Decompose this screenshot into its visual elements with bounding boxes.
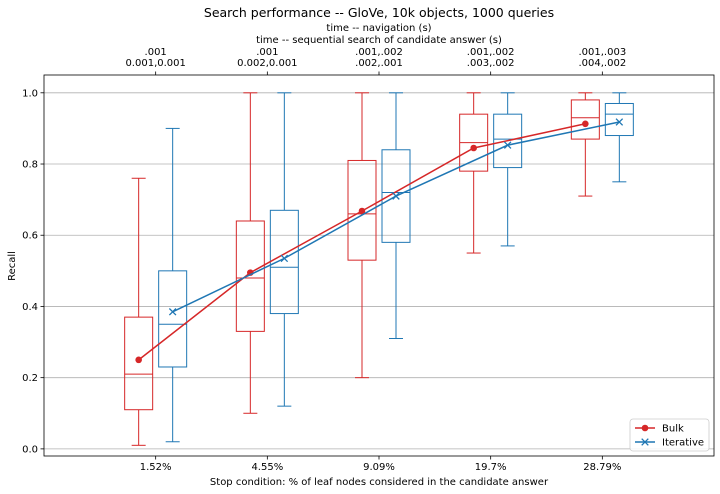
plot-frame — [43, 74, 715, 457]
box-iterative-3 — [381, 92, 411, 339]
box-iqr — [493, 113, 523, 169]
top-tick-label: .002,.001 — [355, 58, 403, 69]
box-iqr — [347, 159, 377, 261]
gridlines — [44, 92, 714, 450]
top-tick-label: .004,.002 — [578, 58, 626, 69]
box-bulk-5 — [570, 92, 600, 197]
mean-point-iterative — [280, 254, 289, 263]
top-tick-label: .001,.002 — [355, 47, 403, 58]
legend-box — [629, 418, 710, 452]
box-iterative-2 — [269, 92, 299, 407]
legend-marker-iterative — [641, 438, 649, 446]
mean-point-iterative — [615, 118, 624, 126]
box-iqr — [235, 220, 265, 332]
y-axis-label: Recall — [7, 251, 18, 281]
x-axis: 1.52% 4.55% 9.09% 19.7% 28.79% — [140, 456, 621, 473]
box-iterative-1 — [158, 127, 188, 443]
top-tick-label: .001 — [256, 47, 278, 58]
box-iqr — [570, 99, 600, 140]
box-iterative-4 — [493, 92, 523, 247]
top-tick-label: 0.002,0.001 — [237, 58, 297, 69]
mean-point-iterative — [168, 308, 177, 316]
mean-point-iterative — [392, 192, 400, 200]
box-bulk-1 — [124, 177, 154, 446]
top-axis: .0010.001,0.001.0010.002,0.001.001,.002.… — [125, 47, 626, 75]
x-axis-label: Stop condition: % of leaf nodes consider… — [210, 477, 549, 488]
top-tick-label: .001,.003 — [578, 47, 626, 58]
x-tick-label: 9.09% — [363, 462, 395, 473]
x-tick-label: 1.52% — [140, 462, 172, 473]
top-axis-label-sequential: time -- sequential search of candidate a… — [256, 35, 502, 46]
chart-title: Search performance -- GloVe, 10k objects… — [204, 5, 554, 20]
y-tick-label: 1.0 — [22, 88, 38, 99]
top-axis-label-navigation: time -- navigation (s) — [326, 23, 431, 34]
mean-point-bulk — [358, 207, 366, 215]
box-iqr — [158, 270, 188, 368]
top-tick-label: .001 — [145, 47, 167, 58]
mean-point-iterative — [503, 141, 512, 149]
box-bulk-4 — [459, 92, 489, 254]
y-tick-label: 0.8 — [22, 160, 38, 171]
mean-lines — [135, 118, 624, 364]
box-iqr — [269, 209, 299, 315]
mean-point-bulk — [135, 356, 142, 364]
box-iqr — [381, 149, 411, 243]
top-tick-label: 0.001,0.001 — [125, 58, 185, 69]
x-tick-label: 28.79% — [583, 462, 621, 473]
y-tick-label: 0.2 — [22, 373, 38, 384]
legend-marker-bulk — [641, 424, 649, 432]
x-tick-label: 19.7% — [475, 462, 507, 473]
box-bulk-2 — [235, 92, 265, 414]
y-tick-label: 0.0 — [22, 444, 38, 455]
legend-label-bulk: Bulk — [662, 424, 684, 435]
top-tick-label: .003,.002 — [467, 58, 515, 69]
y-axis: 0.0 0.2 0.4 0.6 0.8 1.0 — [22, 88, 44, 455]
mean-point-bulk — [470, 144, 477, 152]
legend: Bulk Iterative — [629, 418, 710, 452]
box-iqr — [124, 316, 154, 411]
x-tick-label: 4.55% — [251, 462, 283, 473]
legend-label-iterative: Iterative — [662, 438, 704, 449]
box-plots — [124, 92, 634, 446]
box-iqr — [604, 102, 634, 137]
y-tick-label: 0.4 — [22, 302, 38, 313]
box-iterative-5 — [604, 92, 634, 183]
mean-point-bulk — [582, 120, 589, 128]
y-tick-label: 0.6 — [22, 231, 38, 242]
top-tick-label: .001,.002 — [467, 47, 515, 58]
